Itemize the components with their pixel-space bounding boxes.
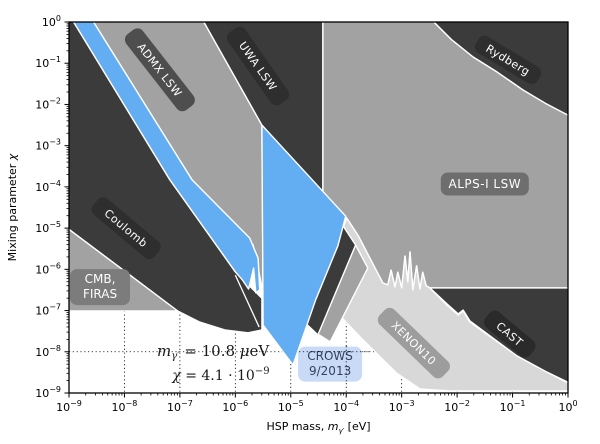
label-text-crows: 9/2013 <box>309 364 351 378</box>
x-tick-label: 10−8 <box>112 399 138 414</box>
y-tick-label: 10−4 <box>35 179 61 194</box>
x-tick-label: 10−5 <box>278 399 304 414</box>
label-pill-uwa-lsw <box>227 26 290 106</box>
label-text-cmb-firas: CMB, <box>85 272 116 286</box>
x-tick-label: 10−3 <box>389 399 415 414</box>
x-tick-label: 10−9 <box>56 399 82 414</box>
label-pill-cmb-firas <box>70 269 130 306</box>
label-pill-cast <box>484 310 536 358</box>
label-alps-i-lsw: ALPS-I LSW <box>440 172 529 196</box>
x-tick-label: 10−2 <box>444 399 470 414</box>
crosshair-overlay <box>299 346 372 382</box>
region-admx-blue-band <box>72 22 261 294</box>
x-tick-label: 10−6 <box>222 399 248 414</box>
region-rydberg-region <box>432 22 568 116</box>
coulomb-inner-edge <box>234 274 260 328</box>
x-tick-label: 10−1 <box>500 399 526 414</box>
y-axis-label: Mixing parameter χ <box>6 153 19 261</box>
y-tick-label: 10−8 <box>35 344 61 359</box>
exclusion-regions <box>69 22 568 392</box>
x-tick-label: 10−4 <box>333 399 359 414</box>
y-tick-label: 10−2 <box>35 96 61 111</box>
y-tick-label: 10−7 <box>35 303 61 318</box>
region-hidden-photon-funnel <box>261 124 347 366</box>
y-tick-label: 10−1 <box>35 55 61 70</box>
y-tick-label: 10−5 <box>35 220 61 235</box>
label-pill-rydberg <box>474 35 542 84</box>
annotation-chi: χ = 4.1 · 10−9 <box>171 366 269 384</box>
y-tick-label: 10−3 <box>35 138 61 153</box>
x-tick-label: 100 <box>558 399 577 414</box>
plot-frame <box>68 21 569 394</box>
tick-marks <box>64 21 569 398</box>
label-pill-xenon10 <box>377 307 450 379</box>
axes: 10−9 10−8 10−7 10−6 10−5 10−4 10−3 10−2 10−1 100 1… <box>6 14 578 435</box>
label-cmb-firas: CMB,FIRAS <box>70 269 130 306</box>
label-text-alps-i-lsw: ALPS-I LSW <box>448 177 521 191</box>
label-pill-alps-i-lsw <box>440 172 529 196</box>
x-axis-label: HSP mass, mγ′ [eV] <box>266 420 370 435</box>
annotation: mγ′ = 10.8 μeV χ = 4.1 · 10−9 <box>157 342 270 384</box>
y-tick-label: 10−9 <box>35 385 61 400</box>
y-tick-label: 10−6 <box>35 261 61 276</box>
y-tick-label: 100 <box>42 14 61 29</box>
annotation-mass: mγ′ = 10.8 μeV <box>157 342 270 362</box>
label-text-cmb-firas: FIRAS <box>83 287 117 301</box>
label-pill-coulomb <box>91 197 161 259</box>
label-pill-admx-lsw <box>124 28 195 112</box>
label-text-crows: CROWS <box>307 349 353 363</box>
x-tick-label: 10−7 <box>167 399 193 414</box>
